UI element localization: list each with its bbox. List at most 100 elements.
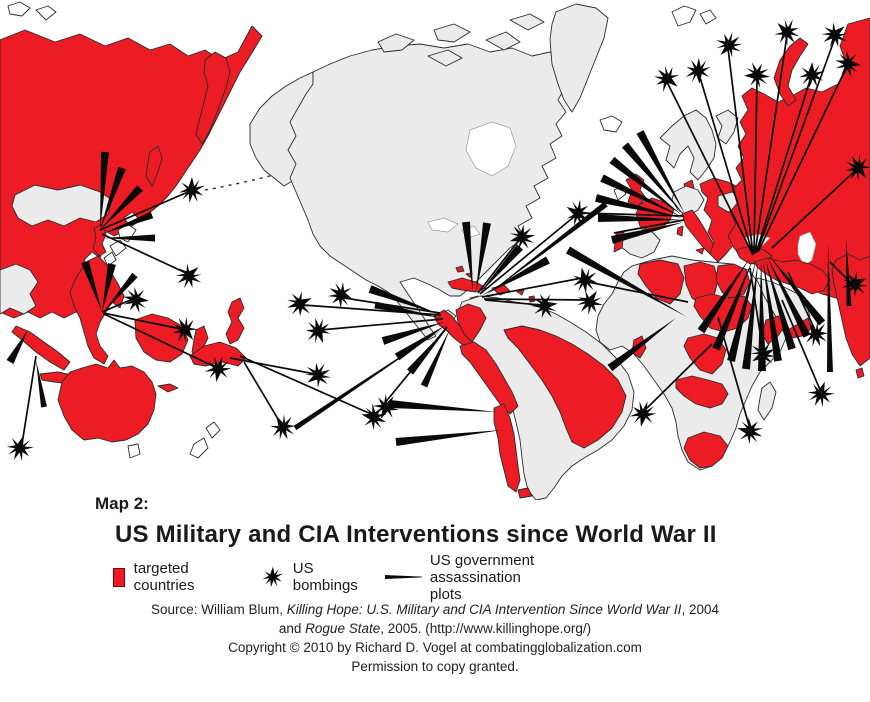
source-text: Source: William Blum, <box>151 602 287 617</box>
bombing-burst-icon <box>270 414 296 441</box>
assassination-plot-line <box>395 430 502 446</box>
bombing-pointer-line <box>666 81 754 256</box>
bombing-pointer-line <box>101 298 134 313</box>
bombing-pointer-line <box>753 77 758 255</box>
assassination-plot-line <box>621 142 684 215</box>
bombing-burst-icon <box>6 435 34 462</box>
bombing-pointer-line <box>243 361 282 425</box>
assassination-plot-line-icon <box>385 574 422 580</box>
bombing-burst-icon <box>737 417 763 445</box>
assassination-plot-line <box>476 222 491 292</box>
landmass-korea <box>92 223 107 257</box>
bombing-burst-icon <box>744 62 771 88</box>
assassination-plot-line <box>381 322 444 345</box>
landmass-novaya-zemlya <box>773 37 809 107</box>
landmass-australia <box>57 359 157 443</box>
bombing-pointer-line <box>99 191 189 231</box>
assassination-plot-line <box>609 156 683 216</box>
landmass-svalbard <box>671 5 717 27</box>
assassination-plot-line <box>727 260 756 362</box>
bombing-burst-icon <box>821 22 848 48</box>
assassination-plot-line <box>100 166 126 230</box>
assassination-plot-line <box>597 214 683 222</box>
bombing-burst-icon <box>716 32 743 58</box>
assassination-plot-line <box>36 360 47 408</box>
assassination-plot-line <box>394 325 446 361</box>
landmass-sakhalin <box>145 145 163 187</box>
bombing-pointer-line <box>781 299 822 393</box>
legend-plots-label: US government assassination plots <box>429 551 535 603</box>
bombing-pointer-line <box>479 215 576 295</box>
landmass-brazil <box>503 325 627 449</box>
landmass-scandinavia <box>659 109 717 181</box>
assassination-plot-line <box>479 244 524 294</box>
bombing-pointer-line <box>587 281 689 303</box>
bombing-pointer-line <box>484 299 542 306</box>
bombing-pointer-line <box>477 239 520 294</box>
assassination-plot-line <box>293 326 447 431</box>
landmass-colombia <box>455 303 487 343</box>
source-text: Copyright © 2010 by Richard D. Vogel at … <box>228 640 642 655</box>
bombing-burst-icon <box>798 62 826 88</box>
bombing-burst-icon <box>774 19 800 46</box>
bombing-burst-icon <box>172 316 198 343</box>
bombing-burst-icon <box>305 362 332 388</box>
targeted-country-swatch-icon <box>113 567 125 587</box>
world-map <box>0 1 870 500</box>
landmass-italy <box>676 209 717 255</box>
bombing-burst-icon <box>685 57 711 84</box>
assassination-plot-line <box>102 211 154 234</box>
bombing-pointer-line <box>717 316 751 430</box>
bombing-burst-icon <box>179 177 205 203</box>
source-text: , 2004 <box>681 602 719 617</box>
bombing-pointer-line <box>749 267 764 353</box>
assassination-plot-line <box>758 261 766 372</box>
bombing-pointer-line <box>481 277 583 298</box>
assassination-plot-line <box>483 201 608 298</box>
assassination-plot-line <box>763 260 782 362</box>
bombing-pointer-line <box>319 318 444 331</box>
assassination-plot-line <box>100 151 109 230</box>
bombing-burst-icon <box>361 403 387 431</box>
legend-item-targeted-countries: targeted countries <box>113 560 202 594</box>
bombing-burst-icon <box>654 65 680 93</box>
assassination-plot-line <box>103 272 138 313</box>
assassination-plot-line <box>462 221 473 291</box>
bombing-burst-icon <box>572 267 598 294</box>
bombing-burst-icon <box>803 321 829 347</box>
bombing-pointer-line <box>613 219 685 234</box>
bombing-burst-icon <box>566 199 592 226</box>
bombing-pointer-line <box>754 34 788 254</box>
bombing-burst-icon <box>807 381 835 408</box>
assassination-plot-line <box>607 318 676 372</box>
landmass-tierra-del-fuego <box>517 487 533 499</box>
source-attribution: Source: William Blum, Killing Hope: U.S.… <box>0 600 870 676</box>
landmass-layer <box>0 1 870 500</box>
landmass-tasmania <box>127 443 141 459</box>
assassination-plot-line <box>389 400 497 412</box>
bombing-burst-icon <box>123 286 149 314</box>
bombing-burst-icon <box>287 291 313 317</box>
source-text: , 2005. (http://www.killinghope.org/) <box>380 621 592 636</box>
landmass-philippines <box>225 297 245 345</box>
assassination-plot-line <box>742 261 758 370</box>
assassination-plot-line <box>81 260 102 312</box>
source-line: Source: William Blum, Killing Hope: U.S.… <box>0 600 870 619</box>
assassination-plot-line <box>636 130 685 214</box>
bombing-pointer-line <box>771 169 857 249</box>
legend-bombings-label: US bombings <box>292 560 358 594</box>
bombing-pointer-line <box>698 73 754 256</box>
legend-targeted-label: targeted countries <box>133 560 195 594</box>
landmass-kamchatka <box>195 51 231 145</box>
bombing-pointer-line <box>337 296 441 314</box>
bombing-pointer-line <box>642 343 713 413</box>
assassination-plot-line <box>102 263 116 312</box>
landmass-north-america <box>287 43 567 341</box>
source-book-title: Killing Hope: U.S. Military and CIA Inte… <box>286 602 682 617</box>
landmass-borneo <box>134 313 189 363</box>
assassination-plot-line <box>100 185 143 230</box>
bombing-pointer-line <box>756 37 836 253</box>
caption-block: Map 2: US Military and CIA Interventions… <box>95 494 717 549</box>
assassination-plot-line <box>595 194 682 218</box>
source-line: Permission to copy granted. <box>0 657 870 676</box>
